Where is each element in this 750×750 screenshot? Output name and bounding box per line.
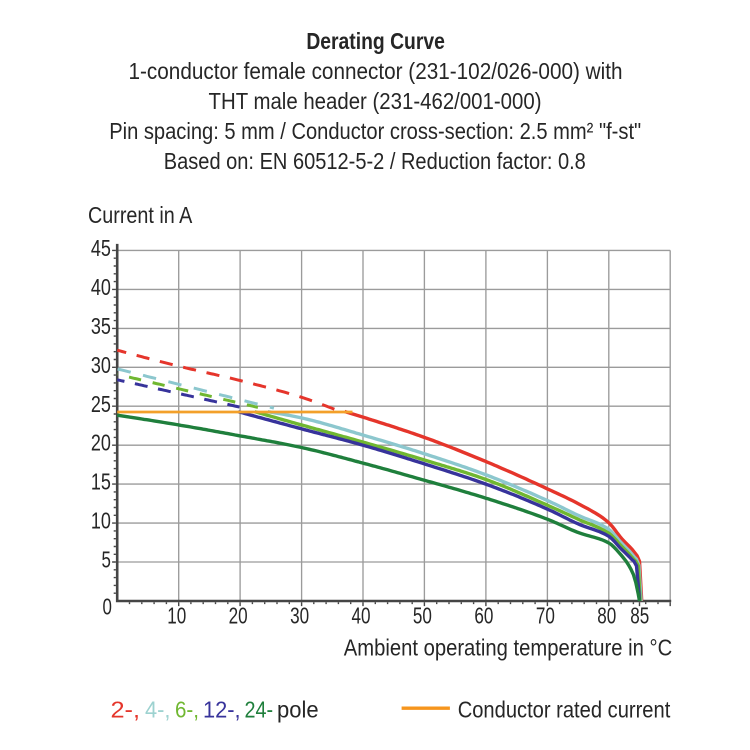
svg-text:24-: 24- bbox=[245, 697, 274, 723]
svg-text:70: 70 bbox=[536, 603, 555, 629]
svg-text:0: 0 bbox=[103, 593, 112, 619]
svg-text:2-,: 2-, bbox=[111, 697, 141, 723]
svg-text:Derating Curve: Derating Curve bbox=[306, 28, 445, 54]
svg-text:20: 20 bbox=[91, 430, 111, 456]
svg-text:50: 50 bbox=[413, 603, 432, 629]
svg-text:5: 5 bbox=[102, 547, 111, 573]
svg-text:85: 85 bbox=[630, 603, 649, 629]
svg-text:60: 60 bbox=[474, 603, 493, 629]
svg-text:40: 40 bbox=[91, 274, 111, 300]
svg-text:12-,: 12-, bbox=[203, 697, 241, 723]
svg-text:10: 10 bbox=[167, 603, 186, 629]
svg-text:45: 45 bbox=[91, 235, 111, 261]
svg-text:Pin spacing: 5 mm / Conductor: Pin spacing: 5 mm / Conductor cross-sect… bbox=[109, 118, 641, 144]
svg-text:35: 35 bbox=[91, 313, 111, 339]
svg-text:Current in A: Current in A bbox=[88, 202, 193, 228]
svg-text:40: 40 bbox=[352, 603, 371, 629]
svg-text:30: 30 bbox=[290, 603, 309, 629]
svg-text:pole: pole bbox=[277, 697, 319, 723]
svg-text:Conductor rated current: Conductor rated current bbox=[458, 697, 671, 723]
svg-text:Based on: EN 60512-5-2 / Reduc: Based on: EN 60512-5-2 / Reduction facto… bbox=[164, 148, 586, 174]
svg-text:20: 20 bbox=[229, 603, 248, 629]
svg-text:80: 80 bbox=[597, 603, 616, 629]
svg-text:15: 15 bbox=[91, 469, 111, 495]
svg-text:THT male header (231-462/001-0: THT male header (231-462/001-000) bbox=[209, 88, 542, 114]
svg-text:10: 10 bbox=[91, 508, 111, 534]
svg-text:25: 25 bbox=[91, 391, 111, 417]
svg-text:30: 30 bbox=[91, 352, 111, 378]
svg-text:Ambient operating temperature: Ambient operating temperature in °C bbox=[344, 635, 672, 661]
svg-text:4-,: 4-, bbox=[145, 697, 171, 723]
svg-text:1-conductor female connector (: 1-conductor female connector (231-102/02… bbox=[129, 58, 623, 84]
svg-text:6-,: 6-, bbox=[175, 697, 199, 723]
